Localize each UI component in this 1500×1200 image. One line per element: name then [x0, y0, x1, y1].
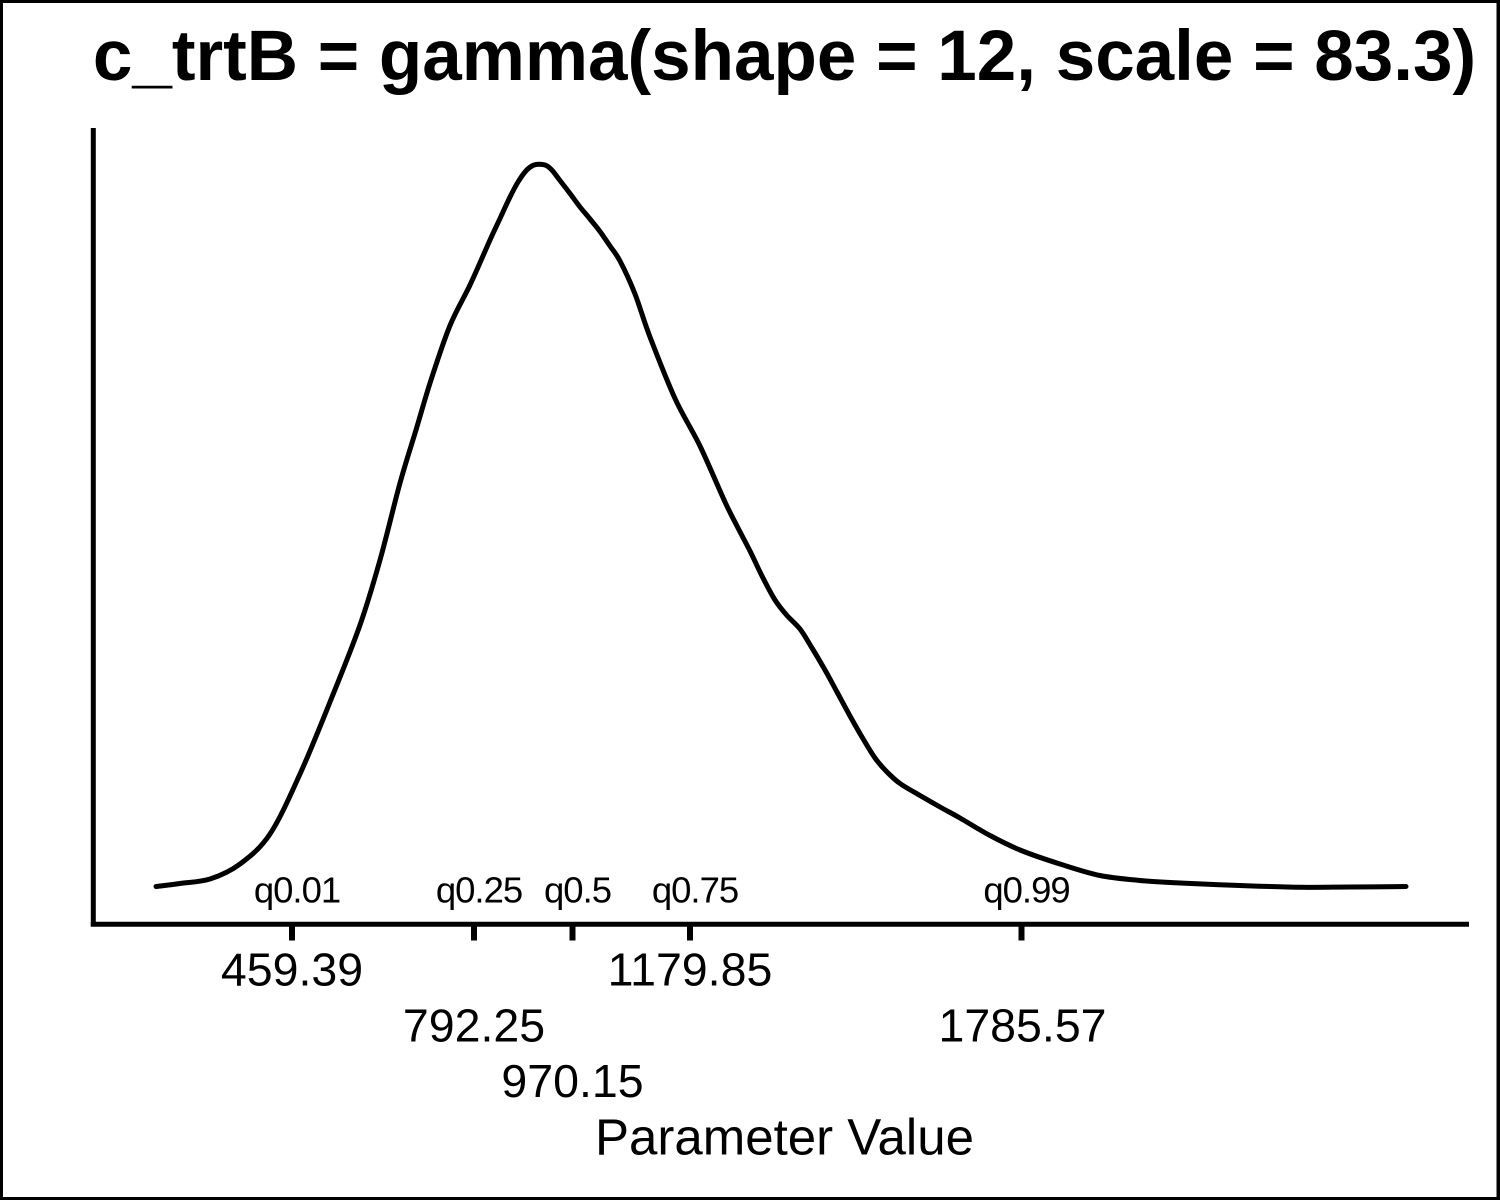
svg-text:q0.5: q0.5	[544, 870, 611, 911]
svg-text:1179.85: 1179.85	[608, 944, 773, 996]
svg-text:1785.57: 1785.57	[938, 1000, 1106, 1052]
svg-text:q0.01: q0.01	[254, 870, 340, 911]
svg-text:792.25: 792.25	[403, 1000, 545, 1052]
svg-text:q0.25: q0.25	[436, 870, 522, 911]
svg-text:970.15: 970.15	[501, 1055, 643, 1107]
svg-text:459.39: 459.39	[221, 944, 363, 996]
svg-text:q0.75: q0.75	[652, 870, 738, 911]
svg-text:c_trtB = gamma(shape = 12, sca: c_trtB = gamma(shape = 12, scale = 83.3)	[93, 17, 1476, 96]
svg-text:q0.99: q0.99	[983, 870, 1069, 911]
svg-text:Parameter Value: Parameter Value	[595, 1109, 974, 1166]
